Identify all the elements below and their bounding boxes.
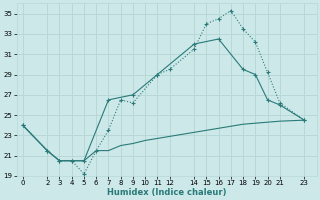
X-axis label: Humidex (Indice chaleur): Humidex (Indice chaleur) bbox=[107, 188, 226, 197]
